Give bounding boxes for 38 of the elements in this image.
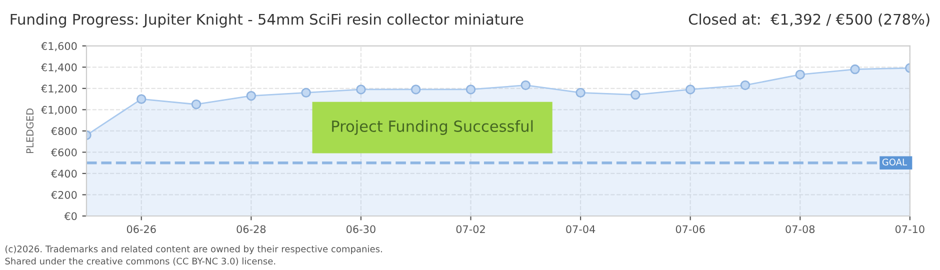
point bbox=[246, 91, 256, 101]
point bbox=[356, 84, 366, 94]
point bbox=[520, 80, 531, 90]
annotation: Project Funding Successful bbox=[332, 120, 533, 135]
text: Shared under the creative commons (CC BY-NC 3.0) license. bbox=[5, 258, 276, 266]
ref-line-label: GOAL bbox=[882, 158, 907, 166]
x-tick-label: 07-06 bbox=[676, 225, 705, 234]
y-tick-label: €1,000 bbox=[41, 106, 77, 115]
y-tick-label: €400 bbox=[50, 170, 77, 178]
y-tick-label: €800 bbox=[50, 127, 77, 136]
point bbox=[795, 70, 805, 80]
point bbox=[301, 88, 311, 98]
chart-subtitle: Closed at: €1,392 / €500 (278%) bbox=[688, 14, 930, 27]
point bbox=[850, 64, 860, 74]
y-axis-title: PLEDGED bbox=[26, 108, 34, 154]
point bbox=[576, 88, 586, 98]
chart-title: Funding Progress: Jupiter Knight - 54mm SciFi resin collector miniature bbox=[10, 14, 524, 28]
point bbox=[410, 84, 421, 94]
point bbox=[191, 100, 202, 110]
point bbox=[685, 84, 696, 94]
point bbox=[466, 84, 476, 94]
y-tick-label: €200 bbox=[50, 190, 77, 199]
y-tick-label: €1,600 bbox=[41, 42, 77, 52]
x-tick-label: 07-02 bbox=[456, 225, 485, 234]
y-tick-label: €1,400 bbox=[41, 63, 77, 72]
x-tick-label: 07-08 bbox=[786, 225, 815, 234]
x-tick-label: 07-10 bbox=[895, 225, 924, 234]
y-tick-label: €0 bbox=[64, 212, 77, 220]
x-tick-label: 06-28 bbox=[236, 225, 266, 234]
x-tick-label: 06-26 bbox=[126, 225, 156, 234]
text: (c)2026. Trademarks and related content are owned by their respective companies. bbox=[5, 245, 382, 254]
x-tick-label: 07-04 bbox=[566, 225, 596, 234]
y-tick-label: €600 bbox=[50, 148, 77, 156]
y-tick-label: €1,200 bbox=[41, 84, 77, 94]
x-tick-label: 06-30 bbox=[346, 225, 376, 234]
point bbox=[740, 80, 750, 90]
point bbox=[136, 94, 146, 104]
point bbox=[630, 90, 640, 100]
